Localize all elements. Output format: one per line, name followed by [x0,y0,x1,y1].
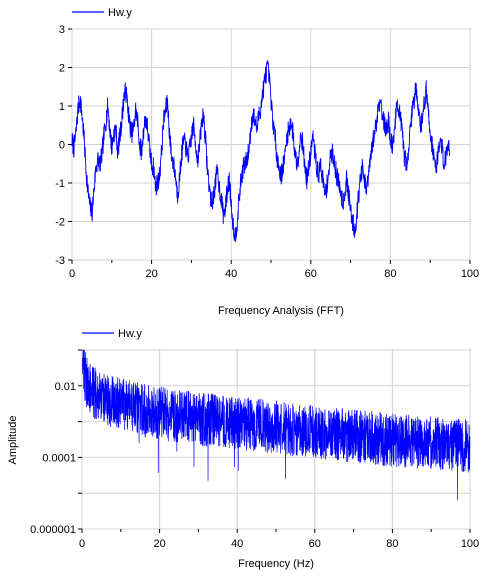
bottom-x-tick-label: 80 [386,538,398,550]
top-x-tick-label: 20 [145,268,157,280]
fft-x-axis-label: Frequency (Hz) [238,558,314,570]
bottom-x-tick-label: 60 [309,538,321,550]
bottom-y-tick-label: 0.000001 [30,524,76,536]
top-x-tick-label: 60 [305,268,317,280]
top-x-tick-label: 100 [461,268,479,280]
bottom-y-tick-label: 0.0001 [42,452,76,464]
bottom-legend: Hw.y [82,328,142,340]
top-x-tick-label: 0 [69,268,75,280]
top-y-tick-label: -1 [55,178,65,190]
top-y-tick-label: 1 [59,101,65,113]
time-series-chart: 0 20 40 60 80 100 -3 -2 -1 0 1 2 3 Hw.y [55,7,479,280]
fft-y-axis-label: Amplitude [7,416,19,465]
top-y-tick-label: -3 [55,255,65,267]
top-series-line-hw-y [71,59,451,243]
top-y-tick-label: 3 [59,24,65,36]
bottom-x-tick-label: 40 [231,538,243,550]
top-legend-label: Hw.y [108,7,132,19]
bottom-series-group [82,349,471,501]
top-legend: Hw.y [72,7,132,19]
top-x-tick-label: 80 [384,268,396,280]
bottom-x-tick-label: 0 [79,538,85,550]
top-y-tick-label: -2 [55,217,65,229]
bottom-y-tick-label: 0.01 [55,381,76,393]
bottom-legend-label: Hw.y [118,328,142,340]
fft-chart-title: Frequency Analysis (FFT) [218,305,344,317]
top-axis-ticks: 0 20 40 60 80 100 -3 -2 -1 0 1 2 3 [55,24,479,280]
bottom-x-tick-label: 100 [461,538,479,550]
bottom-series-line-hw-y [82,349,471,501]
bottom-axis-ticks: 0 20 40 60 80 100 0.000001 0.0001 0.01 [30,349,479,550]
fft-chart: 0 20 40 60 80 100 0.000001 0.0001 0.01 Hw.y Freq… [7,328,479,570]
top-series-group [71,59,451,243]
bottom-x-tick-label: 20 [153,538,165,550]
top-x-tick-label: 40 [225,268,237,280]
top-y-tick-label: 2 [59,63,65,75]
top-y-tick-label: 0 [59,140,65,152]
